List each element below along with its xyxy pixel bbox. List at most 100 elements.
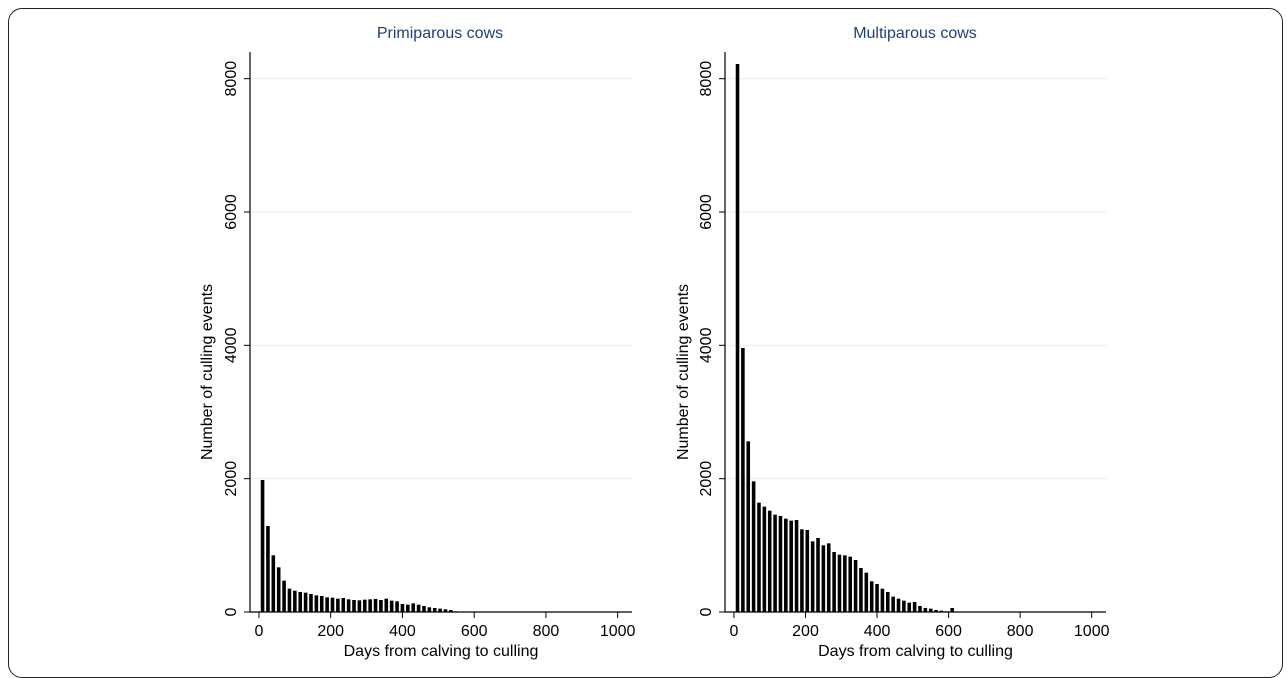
bar bbox=[767, 510, 772, 612]
bar bbox=[848, 556, 852, 612]
bar bbox=[789, 520, 793, 612]
bar bbox=[773, 514, 777, 612]
y-tick-label: 4000 bbox=[223, 327, 240, 363]
x-tick-label: 0 bbox=[255, 623, 264, 640]
bar bbox=[357, 600, 362, 612]
x-tick-label: 200 bbox=[792, 623, 819, 640]
bar bbox=[794, 520, 799, 612]
x-axis-label: Days from calving to culling bbox=[818, 643, 1013, 660]
bar bbox=[384, 598, 389, 612]
chart-panel-1: 0 2000 4000 6000 8000 0 200 400 600 800 1000 Primip… bbox=[199, 25, 636, 660]
bar bbox=[298, 592, 303, 612]
bar bbox=[784, 518, 788, 612]
bar bbox=[746, 441, 751, 612]
x-tick-label: 600 bbox=[461, 623, 488, 640]
bar bbox=[869, 581, 874, 612]
x-tick-label: 400 bbox=[864, 623, 891, 640]
bar bbox=[271, 555, 276, 612]
y-tick-label: 6000 bbox=[698, 194, 715, 230]
bar bbox=[950, 608, 954, 612]
bar bbox=[400, 604, 405, 612]
figure-frame bbox=[8, 8, 1283, 678]
bar bbox=[287, 588, 292, 612]
bar bbox=[934, 610, 938, 612]
x-tick-label: 1000 bbox=[1074, 623, 1110, 640]
bar bbox=[303, 592, 308, 612]
bar bbox=[918, 606, 922, 612]
bar bbox=[427, 607, 432, 612]
bar bbox=[276, 567, 281, 612]
bar bbox=[885, 592, 890, 612]
bar bbox=[368, 599, 372, 612]
chart-title: Primiparous cows bbox=[377, 25, 503, 42]
bar bbox=[821, 545, 826, 612]
bar bbox=[891, 596, 895, 612]
bar bbox=[805, 530, 810, 612]
bar bbox=[832, 552, 836, 612]
bar bbox=[757, 502, 761, 612]
x-tick-label: 600 bbox=[935, 623, 962, 640]
bar bbox=[260, 480, 265, 612]
bar bbox=[880, 588, 885, 612]
chart-panel-2: 0 2000 4000 6000 8000 0 200 400 600 800 1000 Multip… bbox=[675, 25, 1110, 660]
bar bbox=[843, 555, 847, 612]
bar bbox=[907, 602, 912, 612]
bar bbox=[864, 572, 869, 612]
y-tick-label: 6000 bbox=[223, 194, 240, 230]
x-tick-label: 1000 bbox=[600, 623, 636, 640]
bar bbox=[293, 590, 297, 612]
x-axis-label: Days from calving to culling bbox=[344, 643, 539, 660]
y-tick-label: 2000 bbox=[223, 461, 240, 497]
y-axis-label: Number of culling events bbox=[199, 284, 216, 460]
bar bbox=[853, 560, 858, 612]
bar bbox=[928, 608, 933, 612]
bar bbox=[362, 599, 367, 612]
bar bbox=[341, 598, 346, 612]
y-tick-label: 2000 bbox=[698, 461, 715, 497]
bar bbox=[826, 543, 831, 612]
bar bbox=[735, 64, 740, 612]
bar bbox=[352, 600, 356, 612]
bar bbox=[741, 348, 745, 612]
bar bbox=[389, 600, 394, 612]
bar bbox=[411, 603, 415, 612]
bar bbox=[875, 584, 879, 612]
bar bbox=[810, 541, 815, 612]
x-tick-label: 0 bbox=[729, 623, 738, 640]
x-tick-label: 200 bbox=[317, 623, 344, 640]
y-tick-label: 0 bbox=[223, 607, 240, 616]
bar bbox=[422, 606, 426, 612]
bar bbox=[373, 599, 378, 612]
bar bbox=[319, 596, 324, 612]
y-tick-label: 4000 bbox=[698, 327, 715, 363]
x-tick-label: 400 bbox=[389, 623, 416, 640]
bar bbox=[896, 598, 901, 612]
y-axis-label: Number of culling events bbox=[675, 284, 692, 460]
bar bbox=[939, 610, 944, 612]
chart-title: Multiparous cows bbox=[853, 25, 977, 42]
bar bbox=[449, 610, 453, 612]
bar bbox=[923, 608, 928, 612]
bar bbox=[800, 529, 804, 612]
bar bbox=[751, 481, 756, 612]
y-tick-label: 0 bbox=[698, 607, 715, 616]
bar bbox=[837, 554, 842, 612]
bar bbox=[336, 598, 340, 612]
bar bbox=[309, 594, 313, 612]
bar bbox=[266, 526, 270, 612]
x-tick-label: 800 bbox=[533, 623, 560, 640]
x-tick-label: 800 bbox=[1007, 623, 1034, 640]
bar bbox=[379, 600, 383, 612]
bar bbox=[330, 597, 335, 612]
bar bbox=[395, 601, 399, 612]
bar bbox=[416, 604, 421, 612]
bar bbox=[816, 538, 820, 612]
bar bbox=[902, 600, 906, 612]
bar bbox=[282, 580, 286, 612]
bar bbox=[406, 604, 410, 612]
y-tick-label: 8000 bbox=[223, 61, 240, 97]
bar bbox=[912, 602, 917, 612]
bar bbox=[762, 506, 767, 612]
bar bbox=[314, 595, 319, 612]
